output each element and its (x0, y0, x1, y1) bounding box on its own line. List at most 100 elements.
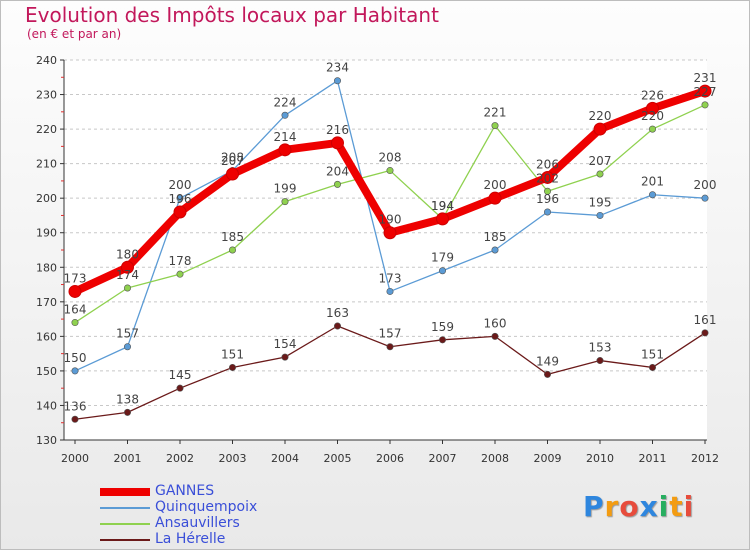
x-tick-label: 2007 (429, 452, 457, 465)
data-label: 185 (484, 230, 507, 244)
chart-title: Evolution des Impôts locaux par Habitant (25, 3, 439, 27)
data-point-la-hérelle (491, 332, 499, 340)
data-label: 207 (589, 154, 612, 168)
data-point-quinquempoix (491, 246, 499, 254)
data-label: 194 (431, 199, 454, 213)
data-label: 136 (64, 399, 87, 413)
data-point-quinquempoix (281, 111, 289, 119)
data-point-gannes (541, 170, 554, 184)
data-label: 196 (169, 192, 192, 206)
data-point-quinquempoix (176, 194, 184, 202)
data-label: 151 (641, 347, 664, 361)
y-tick-label: 210 (36, 158, 57, 171)
x-tick-label: 2000 (61, 452, 89, 465)
data-point-la-hérelle (596, 357, 604, 365)
data-label: 178 (169, 254, 192, 268)
legend-label: Quinquempoix (155, 499, 258, 515)
data-point-la-hérelle (71, 415, 79, 423)
data-label: 208 (379, 151, 402, 165)
data-point-ansauvillers (71, 319, 79, 327)
legend-swatch (100, 523, 150, 525)
data-point-quinquempoix (648, 191, 656, 199)
x-tick-label: 2003 (219, 452, 247, 465)
data-label: 174 (116, 268, 139, 282)
y-tick-label: 140 (36, 399, 57, 412)
data-point-gannes (278, 143, 292, 157)
data-label: 149 (536, 354, 559, 368)
x-tick-label: 2010 (586, 452, 614, 465)
data-point-quinquempoix (438, 267, 446, 275)
data-point-gannes (488, 191, 502, 205)
data-point-quinquempoix (386, 287, 394, 295)
data-label: 190 (379, 213, 402, 227)
x-tick-label: 2012 (691, 452, 719, 465)
data-point-la-hérelle (281, 353, 289, 361)
data-point-gannes (226, 167, 239, 181)
proxiti-logo: Proxiti (583, 490, 694, 523)
data-point-ansauvillers (229, 246, 237, 254)
logo-letter: t (669, 490, 684, 523)
legend-swatch (100, 539, 150, 541)
data-point-ansauvillers (596, 170, 604, 178)
data-label: 157 (116, 327, 139, 341)
data-label: 201 (641, 175, 664, 189)
data-label: 196 (536, 192, 559, 206)
data-label: 199 (274, 182, 297, 196)
legend-label: Ansauvillers (155, 515, 240, 531)
data-point-la-hérelle (648, 363, 656, 371)
logo-letter: i (683, 490, 695, 523)
data-label: 180 (116, 247, 139, 261)
data-label: 231 (694, 71, 717, 85)
data-point-ansauvillers (491, 122, 499, 130)
x-tick-label: 2009 (534, 452, 562, 465)
data-label: 151 (221, 347, 244, 361)
y-tick-label: 200 (36, 192, 57, 205)
data-point-ansauvillers (333, 180, 341, 188)
data-point-quinquempoix (71, 367, 79, 375)
y-tick-label: 180 (36, 261, 57, 274)
y-tick-label: 160 (36, 330, 57, 343)
data-label: 226 (641, 88, 664, 102)
data-point-ansauvillers (386, 167, 394, 175)
data-label: 159 (431, 320, 454, 334)
y-tick-label: 170 (36, 296, 57, 309)
data-label: 179 (431, 251, 454, 265)
data-label: 154 (274, 337, 297, 351)
data-label: 138 (116, 392, 139, 406)
x-tick-label: 2004 (271, 452, 299, 465)
data-point-ansauvillers (701, 101, 709, 109)
data-label: 173 (379, 271, 402, 285)
data-label: 220 (641, 109, 664, 123)
data-label: 206 (536, 157, 559, 171)
data-label: 208 (221, 151, 244, 165)
y-tick-label: 240 (36, 54, 57, 67)
data-point-gannes (698, 84, 712, 98)
data-point-la-hérelle (543, 370, 551, 378)
data-label: 161 (694, 313, 717, 327)
legend-swatch (100, 488, 150, 496)
data-label: 220 (589, 109, 612, 123)
data-label: 227 (694, 85, 717, 99)
data-point-gannes (593, 122, 607, 136)
legend-label: GANNES (155, 483, 215, 499)
data-point-quinquempoix (124, 343, 132, 351)
data-label: 150 (64, 351, 87, 365)
data-point-gannes (68, 284, 82, 298)
data-label: 207 (221, 154, 244, 168)
data-point-gannes (173, 205, 187, 219)
data-label: 173 (64, 271, 87, 285)
data-point-ansauvillers (543, 187, 551, 195)
logo-letter: o (619, 490, 640, 523)
data-label: 195 (589, 195, 612, 209)
data-label: 200 (484, 178, 507, 192)
data-label: 204 (326, 164, 349, 178)
data-point-gannes (383, 226, 397, 240)
data-point-la-hérelle (124, 408, 132, 416)
data-label: 185 (221, 230, 244, 244)
data-point-la-hérelle (229, 363, 237, 371)
data-point-quinquempoix (701, 194, 709, 202)
data-point-gannes (121, 260, 134, 274)
data-point-la-hérelle (333, 322, 341, 330)
data-label: 221 (484, 106, 507, 120)
